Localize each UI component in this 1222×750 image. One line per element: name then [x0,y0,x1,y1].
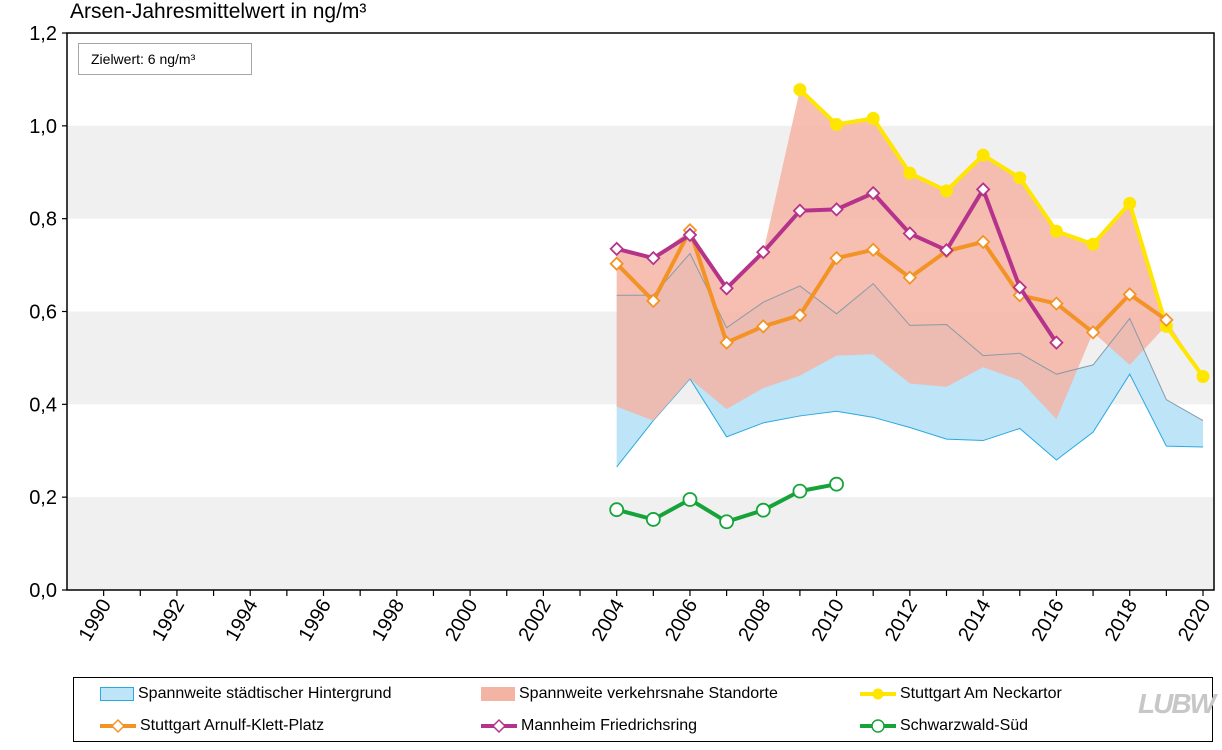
x-tick-label: 2018 [1101,596,1142,646]
y-tick-label: 0,6 [29,302,57,324]
x-tick-label: 2020 [1174,596,1215,646]
grid-band [67,497,1214,590]
data-point [976,148,990,162]
data-point [755,502,771,518]
y-tick-label: 0,8 [29,209,57,231]
y-tick-label: 0,0 [29,580,57,602]
data-point [792,307,808,323]
x-tick-label: 2014 [954,596,995,646]
data-point [865,242,881,258]
x-tick-label: 1996 [295,596,336,646]
lubw-logo: LUBW [1138,688,1216,719]
legend-item-neckartor: Stuttgart Am Neckartor [860,683,1062,705]
target-value-annotation: Zielwert: 6 ng/m³ [78,43,252,75]
x-tick-label: 1998 [368,596,409,646]
legend-swatch-traffic-sites [481,687,515,701]
x-tick-label: 1994 [221,596,262,646]
data-point [939,242,954,258]
data-point [1159,312,1174,328]
y-tick-label: 1,0 [29,116,57,138]
data-point [1196,369,1210,383]
grid-band [67,125,1214,219]
legend-swatch-neckartor [860,688,896,700]
data-point [903,166,917,180]
data-point [939,184,953,198]
data-point [645,512,661,527]
chart-title: Arsen-Jahresmittelwert in ng/m³ [70,0,367,23]
legend-item-urban-background: Spannweite städtischer Hintergrund [100,683,391,705]
legend-label-schwarzwald: Schwarzwald-Süd [900,717,1029,734]
data-point [682,227,698,243]
x-tick-label: 2008 [734,596,775,646]
data-point [1085,325,1101,340]
data-point [719,335,734,350]
data-point [975,234,991,250]
data-point [609,241,624,257]
data-point [1049,335,1064,350]
data-point [719,281,734,296]
legend: Spannweite städtischer Hintergrund Spann… [73,677,1213,742]
data-point [646,250,661,266]
y-tick-label: 1,2 [29,23,57,45]
series-line-stuttgart-arnulf-klett-platz [615,228,1168,345]
legend-item-mannheim: Mannheim Friedrichsring [481,715,697,737]
data-point [755,244,771,260]
data-point [1012,280,1028,295]
data-point [902,270,918,285]
y-tick-labels: 0,0 0,2 0,4 0,6 0,8 1,0 1,2 [29,23,57,602]
data-point [1049,224,1063,238]
legend-swatch-schwarzwald [860,719,896,733]
data-point [719,514,735,530]
legend-label-mannheim: Mannheim Friedrichsring [521,717,698,734]
data-point [865,185,881,201]
data-point [829,476,844,492]
data-point [975,182,991,197]
data-point [792,483,808,499]
legend-swatch-arnulf-klett-platz [100,718,136,734]
legend-label-arnulf-klett-platz: Stuttgart Arnulf-Klett-Platz [140,717,325,734]
data-point [609,502,625,518]
data-point [1122,287,1137,302]
legend-item-schwarzwald: Schwarzwald-Süd [860,715,1028,737]
x-tick-label: 2012 [881,596,922,646]
data-point [1013,171,1027,185]
data-point [609,256,624,271]
x-tick-label: 2004 [588,596,629,646]
data-point [1123,196,1137,210]
legend-item-traffic-sites: Spannweite verkehrsnahe Standorte [481,683,778,705]
data-point [829,202,844,217]
data-point [902,226,918,241]
legend-label-urban-background: Spannweite städtischer Hintergrund [138,685,392,702]
series-lines [609,83,1210,530]
legend-swatch-urban-background [100,687,134,701]
legend-label-traffic-sites: Spannweite verkehrsnahe Standorte [519,685,778,702]
band-urban-background-edge [616,373,1204,468]
data-point [866,111,880,125]
legend-swatch-mannheim [481,718,517,734]
x-tick-labels: 1990 1992 1994 1996 1998 2000 2002 2004 2006 2008… [75,596,1216,646]
data-point [829,250,844,266]
data-point [755,319,771,334]
data-point [830,117,844,131]
data-point [646,293,661,309]
data-point [1086,237,1100,251]
x-tick-label: 2006 [661,596,702,646]
data-point [792,203,808,219]
x-tick-label: 2010 [808,596,849,646]
legend-item-arnulf-klett-platz: Stuttgart Arnulf-Klett-Platz [100,715,324,737]
axes [62,32,1215,596]
x-tick-label: 2000 [441,596,482,646]
x-tick-label: 2016 [1027,596,1068,646]
data-point [793,83,807,97]
y-tick-label: 0,2 [29,487,57,509]
legend-label-neckartor: Stuttgart Am Neckartor [900,685,1062,702]
x-tick-label: 1990 [75,596,116,646]
x-tick-label: 1992 [148,596,189,646]
data-point [1049,296,1064,311]
y-tick-label: 0,4 [29,394,57,416]
x-tick-label: 2002 [514,596,555,646]
data-point [682,492,698,507]
